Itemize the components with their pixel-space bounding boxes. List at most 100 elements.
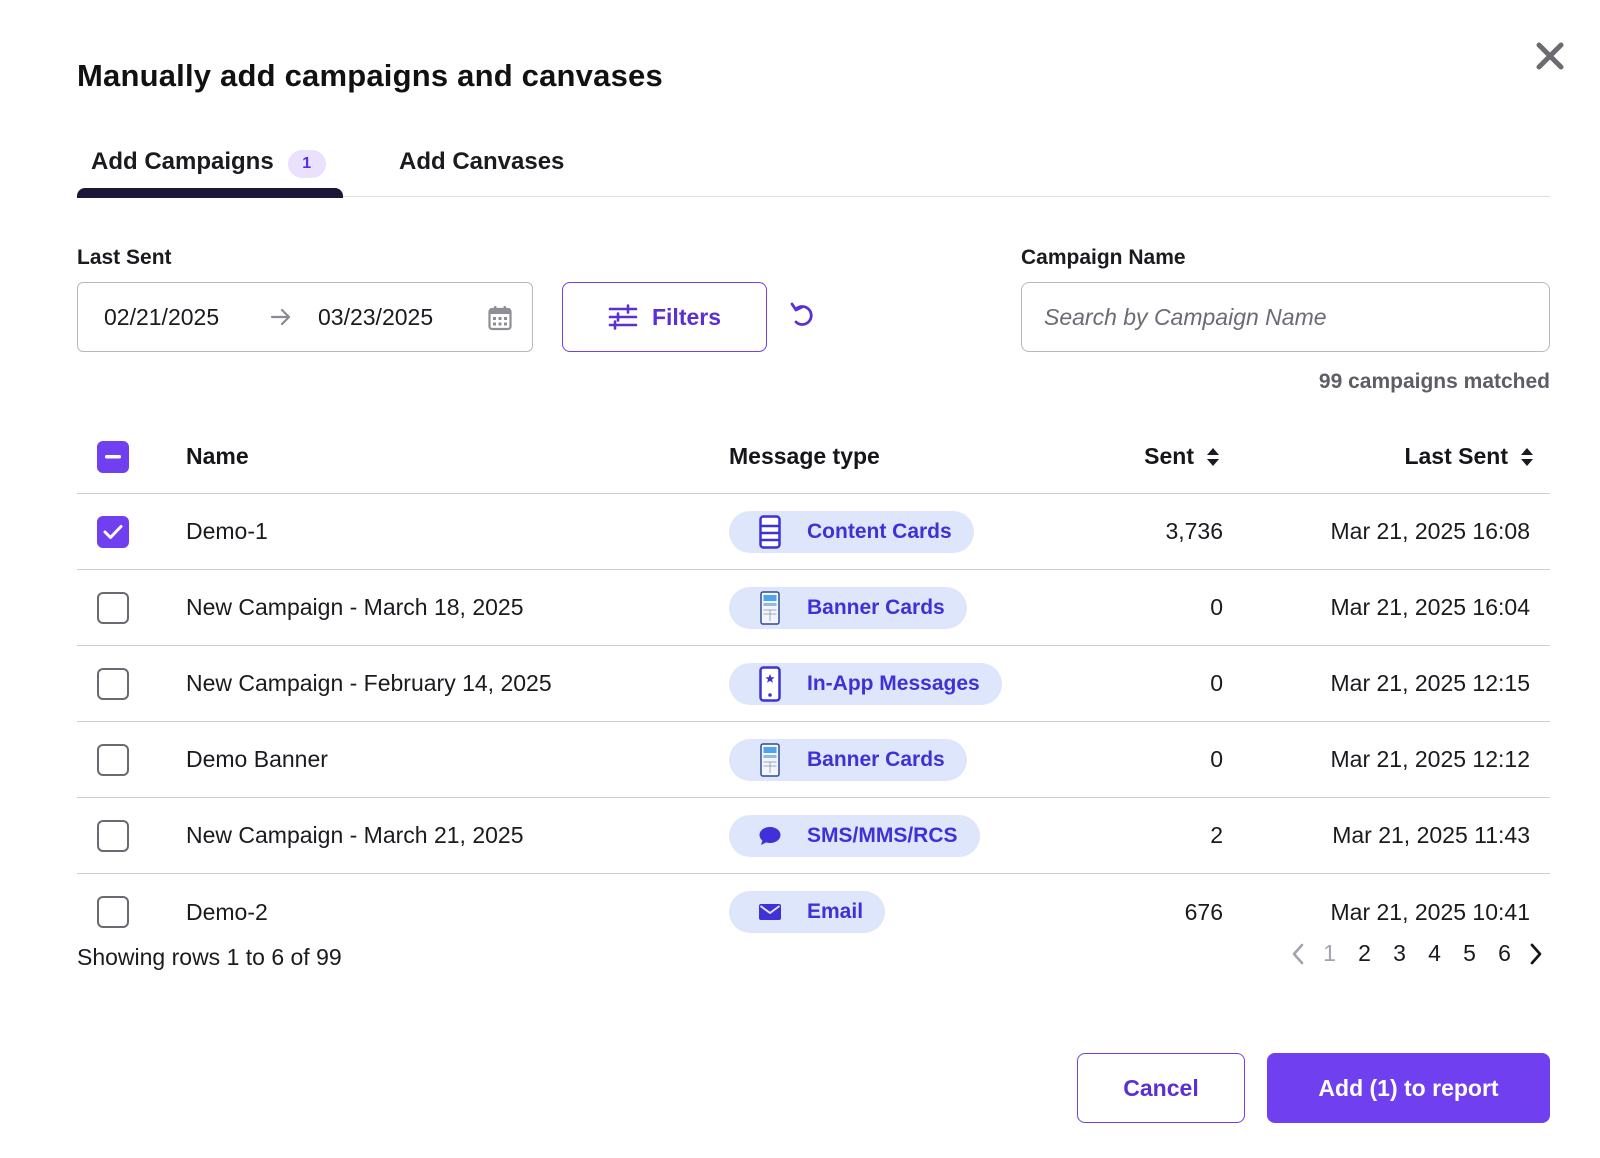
end-date: 03/23/2025 [318, 303, 434, 330]
table-row[interactable]: New Campaign - March 18, 2025 Banner [77, 570, 1550, 646]
column-header-message-type: Message type [729, 443, 880, 469]
table-row[interactable]: Demo-2 Email 676 Mar 21, 2025 10:41 [77, 874, 1550, 950]
row-name: New Campaign - March 21, 2025 [186, 822, 524, 848]
row-sent: 0 [1210, 670, 1223, 696]
campaign-name-label: Campaign Name [1021, 246, 1186, 269]
add-to-report-button[interactable]: Add (1) to report [1267, 1053, 1550, 1123]
message-type-label: SMS/MMS/RCS [807, 823, 958, 847]
message-type-pill[interactable]: Banner Cards [729, 738, 967, 781]
row-checkbox[interactable] [97, 591, 129, 624]
message-type-label: In-App Messages [807, 671, 980, 695]
message-type-pill[interactable]: Content Cards [729, 510, 974, 553]
row-last-sent: Mar 21, 2025 12:12 [1330, 746, 1530, 772]
matched-count: 99 campaigns matched [1318, 370, 1550, 393]
rows-summary: Showing rows 1 to 6 of 99 [77, 944, 342, 970]
message-type-pill[interactable]: Email [729, 891, 886, 933]
tab-add-campaigns[interactable]: Add Campaigns 1 [77, 140, 343, 197]
row-last-sent: Mar 21, 2025 11:43 [1332, 822, 1530, 848]
chevron-left-icon [1292, 943, 1304, 964]
chevron-right-icon [1530, 943, 1542, 964]
pagination: 1 2 3 4 5 6 [1284, 940, 1550, 967]
table-row[interactable]: New Campaign - February 14, 2025 In-App … [77, 646, 1550, 722]
table-header: Name Message type Sent Last Sent [77, 420, 1550, 494]
row-sent: 2 [1210, 822, 1223, 848]
message-type-pill[interactable]: In-App Messages [729, 662, 1002, 705]
row-sent: 0 [1210, 746, 1223, 772]
filters-button[interactable]: Filters [562, 282, 767, 352]
minus-icon [105, 454, 121, 458]
tab-add-campaigns-label: Add Campaigns [91, 148, 274, 175]
row-checkbox[interactable] [97, 819, 129, 852]
page-4[interactable]: 4 [1428, 940, 1441, 966]
sms-bubble-icon [757, 825, 783, 847]
sort-icon [1520, 447, 1534, 467]
filters-label: Filters [651, 303, 722, 330]
row-last-sent: Mar 21, 2025 16:04 [1330, 594, 1530, 620]
calendar-icon [488, 305, 512, 337]
row-last-sent: Mar 21, 2025 16:08 [1330, 518, 1530, 544]
row-name: New Campaign - February 14, 2025 [186, 670, 552, 696]
row-last-sent: Mar 21, 2025 10:41 [1330, 898, 1530, 925]
page-6[interactable]: 6 [1498, 940, 1511, 966]
last-sent-label: Last Sent [77, 246, 172, 269]
row-checkbox[interactable] [97, 515, 129, 548]
page-2[interactable]: 2 [1358, 940, 1371, 966]
column-header-sent[interactable]: Sent [1144, 420, 1220, 493]
close-button[interactable] [1532, 38, 1568, 74]
table-row[interactable]: New Campaign - March 21, 2025 SMS/MMS/RC… [77, 798, 1550, 874]
table-row[interactable]: Demo Banner Banner Cards [77, 722, 1550, 798]
column-header-name: Name [186, 443, 249, 469]
row-sent: 3,736 [1165, 518, 1223, 544]
row-name: New Campaign - March 18, 2025 [186, 594, 524, 620]
page-1[interactable]: 1 [1323, 940, 1336, 966]
tab-add-canvases[interactable]: Add Canvases [399, 140, 564, 197]
message-type-label: Email [807, 900, 864, 923]
row-checkbox[interactable] [97, 896, 129, 928]
message-type-pill[interactable]: Banner Cards [729, 586, 967, 629]
cancel-button[interactable]: Cancel [1077, 1053, 1245, 1123]
sliders-icon [608, 304, 638, 330]
row-checkbox[interactable] [97, 667, 129, 700]
page-3[interactable]: 3 [1393, 940, 1406, 966]
table-row[interactable]: Demo-1 Content Cards 3,736 Mar 21, 202 [77, 494, 1550, 570]
banner-cards-icon [757, 590, 783, 625]
message-type-label: Content Cards [807, 519, 952, 543]
message-type-pill[interactable]: SMS/MMS/RCS [729, 814, 980, 857]
active-tab-indicator [77, 188, 343, 198]
row-sent: 0 [1210, 594, 1223, 620]
row-name: Demo Banner [186, 746, 328, 772]
row-sent: 676 [1184, 898, 1223, 925]
message-type-label: Banner Cards [807, 747, 945, 771]
message-type-label: Banner Cards [807, 595, 945, 619]
in-app-messages-icon [757, 665, 783, 702]
checkmark-icon [103, 524, 123, 539]
reset-filters-button[interactable] [788, 300, 818, 330]
close-icon [1536, 42, 1564, 70]
tab-count-badge: 1 [287, 150, 326, 178]
page-5[interactable]: 5 [1463, 940, 1476, 966]
row-checkbox[interactable] [97, 743, 129, 776]
date-range-picker[interactable]: 02/21/2025 03/23/2025 [77, 282, 533, 352]
email-envelope-icon [757, 903, 783, 921]
campaign-search-input[interactable] [1021, 282, 1550, 352]
next-page-button[interactable] [1522, 943, 1550, 965]
tab-bar: Add Campaigns 1 Add Canvases [77, 140, 1550, 198]
banner-cards-icon [757, 742, 783, 777]
tab-add-canvases-label: Add Canvases [399, 148, 565, 175]
select-all-checkbox[interactable] [97, 440, 129, 473]
row-name: Demo-2 [186, 898, 268, 925]
content-cards-icon [757, 514, 783, 549]
column-header-last-sent[interactable]: Last Sent [1404, 420, 1534, 493]
column-header-sent-label: Sent [1144, 443, 1194, 469]
select-all-cell [97, 420, 131, 493]
arrow-right-icon [244, 308, 318, 326]
modal-title: Manually add campaigns and canvases [77, 58, 663, 93]
start-date: 02/21/2025 [104, 303, 220, 330]
sort-icon [1206, 447, 1220, 467]
campaigns-table: Name Message type Sent Last Sent [77, 420, 1550, 950]
previous-page-button[interactable] [1284, 943, 1312, 965]
column-header-last-sent-label: Last Sent [1404, 443, 1508, 469]
row-last-sent: Mar 21, 2025 12:15 [1330, 670, 1530, 696]
row-name: Demo-1 [186, 518, 268, 544]
